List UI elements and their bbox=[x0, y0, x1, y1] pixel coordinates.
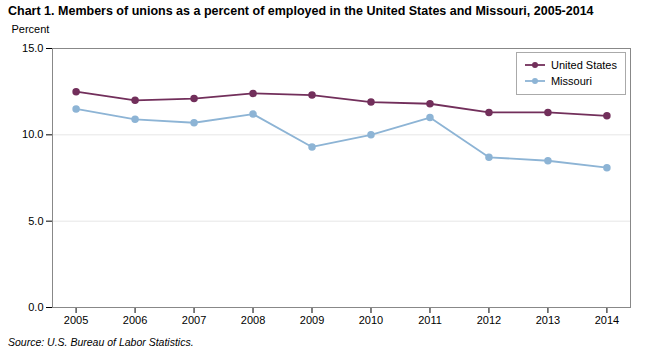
html-text:Chart 1. Members of unions as: Chart 1. Members of unions as a percent … bbox=[8, 4, 594, 18]
html-text:Source: U.S. Bureau of Labor S: Source: U.S. Bureau of Labor Statistics. bbox=[8, 335, 194, 348]
html-text:United States: United States bbox=[551, 58, 617, 71]
svg-text:2014: 2014 bbox=[595, 314, 619, 326]
svg-text:2007: 2007 bbox=[182, 314, 206, 326]
svg-text:0.0: 0.0 bbox=[28, 301, 43, 313]
svg-text:2013: 2013 bbox=[536, 314, 560, 326]
svg-text:2010: 2010 bbox=[359, 314, 383, 326]
svg-text:5.0: 5.0 bbox=[28, 214, 43, 226]
svg-text:2006: 2006 bbox=[123, 314, 147, 326]
svg-text:2008: 2008 bbox=[241, 314, 265, 326]
svg-text:2011: 2011 bbox=[418, 314, 442, 326]
svg-text:15.0: 15.0 bbox=[22, 42, 43, 54]
svg-text:Percent: Percent bbox=[12, 23, 50, 35]
svg-text:2012: 2012 bbox=[477, 314, 501, 326]
html-text:Missouri: Missouri bbox=[551, 75, 592, 88]
svg-text:2009: 2009 bbox=[300, 314, 324, 326]
svg-text:2005: 2005 bbox=[64, 314, 88, 326]
svg-text:10.0: 10.0 bbox=[22, 128, 43, 140]
